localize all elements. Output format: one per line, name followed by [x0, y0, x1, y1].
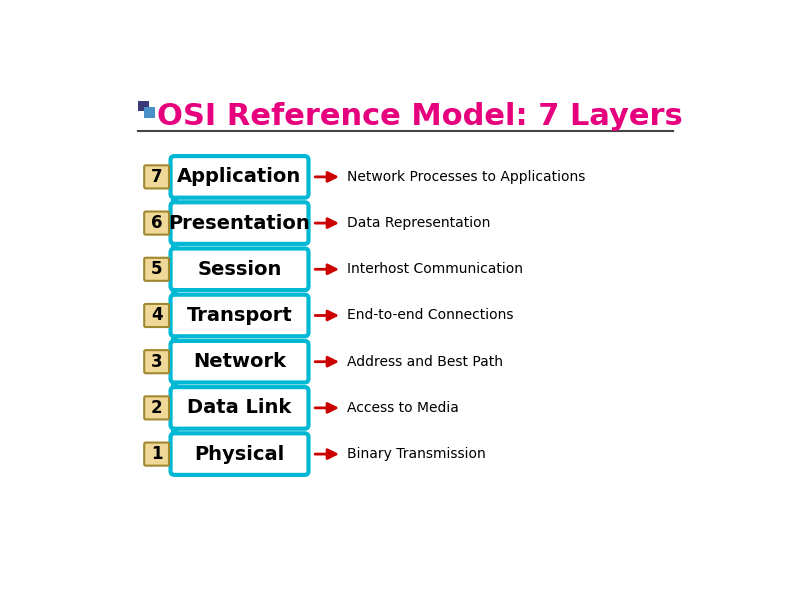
Text: Transport: Transport	[187, 306, 292, 325]
FancyBboxPatch shape	[145, 304, 169, 327]
Text: Session: Session	[198, 260, 282, 279]
Text: 3: 3	[151, 353, 163, 371]
FancyBboxPatch shape	[145, 212, 169, 234]
Text: 5: 5	[151, 260, 162, 278]
FancyBboxPatch shape	[171, 433, 309, 475]
FancyBboxPatch shape	[145, 396, 169, 419]
Text: Network: Network	[193, 352, 286, 371]
Text: Presentation: Presentation	[168, 214, 310, 233]
FancyBboxPatch shape	[145, 350, 169, 373]
Text: Physical: Physical	[195, 444, 285, 464]
FancyBboxPatch shape	[171, 295, 309, 336]
Bar	[172, 163, 178, 468]
Bar	[145, 107, 155, 118]
Text: Network Processes to Applications: Network Processes to Applications	[347, 170, 586, 184]
FancyBboxPatch shape	[171, 341, 309, 383]
FancyBboxPatch shape	[171, 202, 309, 244]
Bar	[138, 101, 148, 111]
Text: 4: 4	[151, 306, 163, 324]
Text: Interhost Communication: Interhost Communication	[347, 262, 523, 276]
Text: Data Representation: Data Representation	[347, 216, 491, 230]
Text: 2: 2	[151, 399, 163, 417]
Text: OSI Reference Model: 7 Layers: OSI Reference Model: 7 Layers	[157, 102, 683, 130]
FancyBboxPatch shape	[145, 165, 169, 189]
FancyBboxPatch shape	[145, 443, 169, 466]
FancyBboxPatch shape	[171, 387, 309, 428]
Text: 6: 6	[151, 214, 162, 232]
Text: Data Link: Data Link	[187, 399, 291, 417]
Text: End-to-end Connections: End-to-end Connections	[347, 308, 514, 322]
Text: 1: 1	[151, 445, 162, 463]
Text: Access to Media: Access to Media	[347, 401, 459, 415]
FancyBboxPatch shape	[171, 156, 309, 198]
Text: Binary Transmission: Binary Transmission	[347, 447, 486, 461]
Text: Application: Application	[177, 167, 302, 186]
FancyBboxPatch shape	[171, 249, 309, 290]
Text: Address and Best Path: Address and Best Path	[347, 355, 503, 369]
Text: 7: 7	[151, 168, 163, 186]
FancyBboxPatch shape	[145, 258, 169, 281]
